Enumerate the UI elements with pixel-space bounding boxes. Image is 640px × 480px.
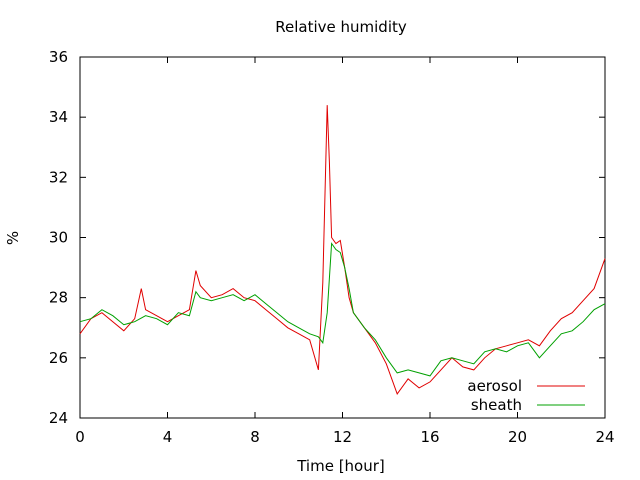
series-lines: [79, 105, 606, 395]
x-tick-label: 4: [163, 428, 173, 446]
x-tick-label: 24: [595, 428, 614, 446]
x-axis-label: Time [hour]: [296, 457, 385, 475]
legend-label-aerosol: aerosol: [467, 377, 522, 395]
y-tick-label: 32: [49, 168, 68, 186]
plot-frame: [79, 56, 606, 419]
x-tick-label: 20: [508, 428, 527, 446]
x-tick-label: 0: [75, 428, 85, 446]
y-tick-label: 30: [49, 229, 68, 247]
y-tick-label: 36: [49, 48, 68, 66]
y-tick-label: 24: [49, 409, 68, 427]
x-tick-label: 12: [333, 428, 352, 446]
y-tick-label: 26: [49, 349, 68, 367]
legend-label-sheath: sheath: [471, 396, 522, 414]
y-tick-label: 34: [49, 108, 68, 126]
y-tick-label: 28: [49, 289, 68, 307]
y-axis-label: %: [4, 231, 22, 245]
chart-title: Relative humidity: [275, 18, 407, 36]
x-tick-label: 16: [420, 428, 439, 446]
series-line-sheath: [79, 242, 606, 377]
axis-ticks: 0 4 8 12 16 20 24 24 26 28 30 32 34 36: [49, 48, 615, 446]
x-tick-label: 8: [250, 428, 260, 446]
series-line-aerosol: [79, 105, 606, 395]
